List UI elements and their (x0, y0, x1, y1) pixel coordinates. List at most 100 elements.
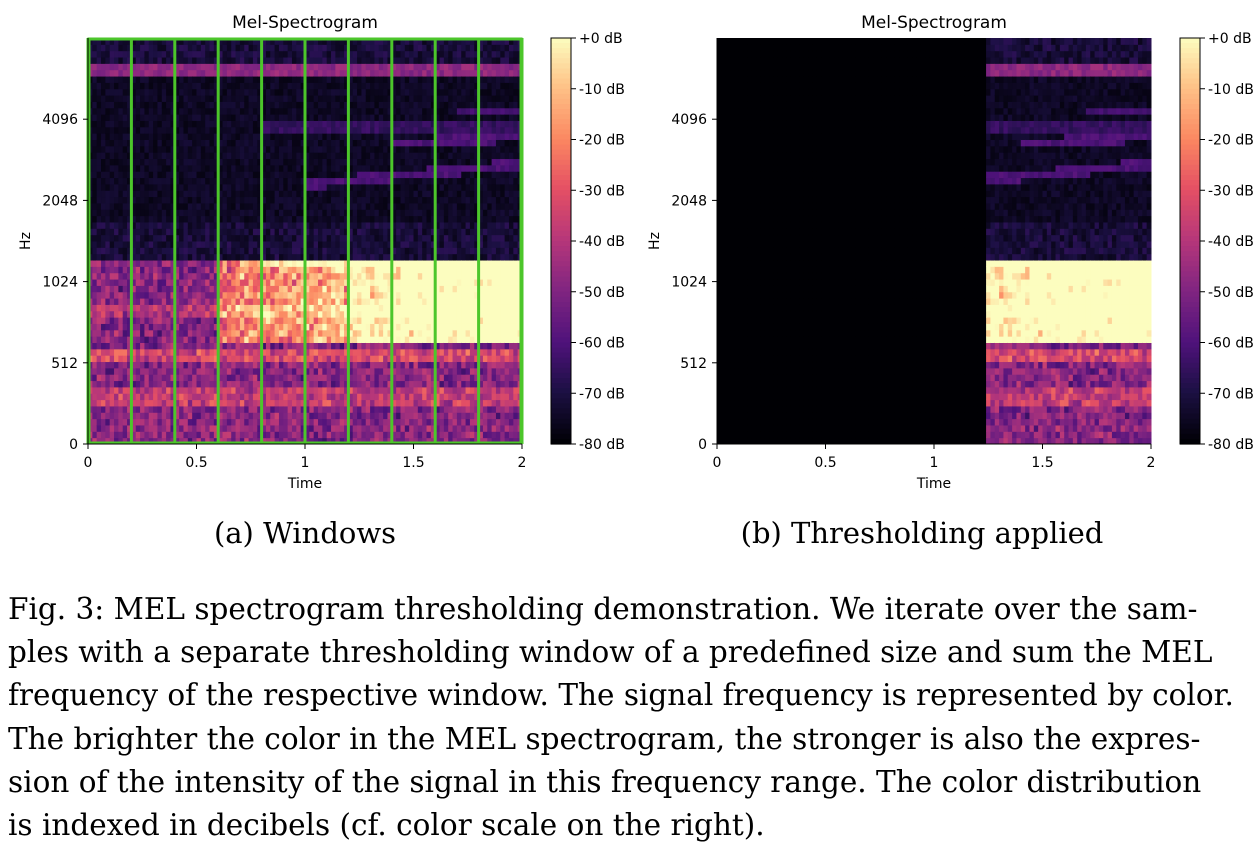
heatmap-cell (148, 355, 154, 363)
heatmap-cell (326, 241, 332, 248)
heatmap-cell (318, 196, 323, 204)
heatmap-cell (140, 386, 145, 394)
heatmap-cell (344, 253, 349, 261)
heatmap-cell (239, 76, 245, 83)
heatmap-cell (131, 114, 137, 121)
heatmap-cell (400, 69, 406, 77)
heatmap-cell (339, 177, 345, 185)
heatmap-cell (300, 412, 306, 420)
heatmap-cell (413, 431, 419, 439)
heatmap-cell (239, 380, 245, 388)
heatmap-cell (413, 367, 419, 375)
heatmap-cell (109, 310, 115, 318)
heatmap-cell (209, 285, 215, 293)
heatmap-cell (161, 355, 167, 363)
heatmap-cell (109, 114, 115, 121)
heatmap-cell (396, 202, 401, 210)
heatmap-cell (157, 304, 163, 312)
heatmap-cell (305, 336, 310, 343)
heatmap-cell (417, 158, 423, 166)
heatmap-cell (153, 228, 158, 236)
heatmap-cell (135, 367, 141, 375)
heatmap-cell (270, 253, 276, 261)
heatmap-cell (344, 76, 349, 83)
heatmap-cell (252, 393, 258, 401)
heatmap-cell (309, 399, 315, 407)
heatmap-cell (222, 253, 228, 261)
heatmap-cell (387, 317, 393, 324)
heatmap-cell (296, 234, 302, 242)
heatmap-cell (313, 418, 319, 426)
heatmap-cell (326, 399, 332, 407)
heatmap-cell (252, 69, 258, 77)
heatmap-cell (179, 367, 184, 375)
heatmap-cell (122, 279, 128, 286)
heatmap-cell (109, 393, 115, 401)
heatmap-cell (105, 133, 111, 140)
heatmap-cell (183, 386, 189, 394)
heatmap-cell (153, 405, 158, 413)
heatmap-cell (339, 399, 345, 407)
heatmap-cell (383, 76, 388, 83)
heatmap-cell (378, 285, 384, 293)
heatmap-cell (365, 88, 371, 96)
heatmap-cell (144, 266, 150, 274)
heatmap-cell (222, 50, 228, 58)
heatmap-cell (209, 437, 215, 445)
heatmap-cell (226, 431, 232, 439)
heatmap-cell (309, 285, 315, 293)
heatmap-cell (291, 209, 297, 217)
heatmap-cell (352, 355, 358, 363)
heatmap-cell (231, 50, 237, 58)
heatmap-cell (331, 298, 336, 305)
heatmap-cell (361, 348, 367, 356)
heatmap-cell (300, 183, 306, 191)
heatmap-cell (344, 412, 349, 420)
heatmap-cell (283, 139, 289, 147)
heatmap-cell (118, 139, 124, 147)
heatmap-cell (205, 380, 211, 388)
heatmap-cell (274, 386, 280, 394)
heatmap-cell (404, 304, 410, 312)
heatmap-cell (404, 95, 410, 102)
heatmap-cell (118, 126, 124, 134)
heatmap-cell (400, 101, 406, 109)
heatmap-cell (257, 76, 263, 83)
heatmap-cell (322, 348, 328, 356)
heatmap-cell (348, 336, 354, 343)
heatmap-cell (140, 355, 145, 363)
heatmap-cell (109, 431, 115, 439)
heatmap-cell (387, 95, 393, 102)
heatmap-cell (170, 304, 176, 312)
heatmap-cell (357, 323, 362, 331)
heatmap-cell (352, 95, 358, 102)
heatmap-cell (157, 374, 163, 382)
heatmap-cell (235, 336, 241, 343)
heatmap-cell (148, 107, 154, 115)
heatmap-cell (313, 304, 319, 312)
heatmap-cell (135, 317, 141, 324)
heatmap-cell (122, 158, 128, 166)
heatmap-cell (196, 348, 202, 356)
heatmap-cell (248, 76, 254, 83)
heatmap-cell (357, 44, 362, 52)
heatmap-cell (114, 126, 119, 134)
heatmap-cell (187, 266, 193, 274)
heatmap-cell (265, 126, 271, 134)
heatmap-cell (339, 107, 345, 115)
heatmap-cell (174, 399, 180, 407)
heatmap-cell (261, 177, 267, 185)
heatmap-cell (413, 133, 419, 140)
heatmap-cell (244, 101, 250, 109)
heatmap-cell (192, 266, 197, 274)
heatmap-cell (235, 260, 241, 267)
heatmap-cell (179, 76, 184, 83)
heatmap-cell (326, 424, 332, 432)
heatmap-cell (326, 215, 332, 223)
heatmap-cell (370, 234, 375, 242)
heatmap-cell (157, 348, 163, 356)
heatmap-cell (248, 82, 254, 90)
heatmap-cell (278, 253, 284, 261)
heatmap-cell (270, 88, 276, 96)
heatmap-cell (335, 44, 341, 52)
